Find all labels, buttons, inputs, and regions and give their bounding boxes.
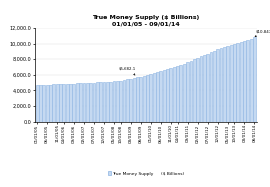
Bar: [96, 82, 99, 122]
Bar: [46, 85, 49, 122]
Bar: [243, 41, 246, 122]
Bar: [89, 83, 92, 122]
Bar: [143, 76, 146, 122]
Bar: [59, 84, 62, 122]
Bar: [133, 78, 136, 122]
Bar: [173, 67, 176, 122]
Bar: [49, 85, 52, 122]
Bar: [116, 81, 119, 122]
Title: True Money Supply ($ Billions)
01/01/05 - 09/01/14: True Money Supply ($ Billions) 01/01/05 …: [92, 15, 200, 26]
Bar: [233, 44, 236, 122]
Bar: [86, 83, 89, 122]
Bar: [103, 82, 105, 122]
Bar: [210, 52, 212, 122]
Bar: [79, 83, 82, 122]
Bar: [206, 54, 209, 122]
Bar: [156, 72, 159, 122]
Bar: [186, 62, 189, 122]
Bar: [93, 83, 95, 122]
Bar: [166, 69, 169, 122]
Bar: [139, 77, 142, 122]
Bar: [170, 68, 172, 122]
Bar: [109, 82, 112, 122]
Bar: [136, 77, 139, 122]
Bar: [76, 83, 79, 122]
Bar: [149, 74, 152, 122]
Bar: [213, 51, 216, 122]
Bar: [200, 56, 202, 122]
Bar: [183, 64, 186, 122]
Bar: [153, 73, 156, 122]
Bar: [39, 85, 42, 122]
Bar: [180, 65, 182, 122]
Bar: [240, 42, 242, 122]
Bar: [203, 55, 206, 122]
Bar: [230, 45, 232, 122]
Text: $5,682.1: $5,682.1: [119, 66, 136, 75]
Bar: [159, 71, 162, 122]
Bar: [83, 83, 85, 122]
Bar: [129, 79, 132, 122]
Bar: [226, 46, 229, 122]
Bar: [126, 79, 129, 122]
Bar: [113, 81, 116, 122]
Text: $10,847: $10,847: [255, 29, 270, 37]
Bar: [66, 84, 69, 122]
Bar: [223, 47, 226, 122]
Bar: [42, 85, 45, 122]
Bar: [176, 66, 179, 122]
Bar: [123, 80, 126, 122]
Bar: [247, 40, 249, 122]
Bar: [250, 39, 252, 122]
Bar: [236, 43, 239, 122]
Bar: [196, 58, 199, 122]
Bar: [119, 81, 122, 122]
Bar: [193, 59, 196, 122]
Bar: [190, 61, 192, 122]
Bar: [220, 48, 222, 122]
Bar: [69, 84, 72, 122]
Bar: [62, 84, 65, 122]
Bar: [56, 84, 59, 122]
Bar: [253, 37, 256, 122]
Bar: [106, 82, 109, 122]
Bar: [99, 82, 102, 122]
Bar: [36, 85, 39, 122]
Bar: [52, 85, 55, 122]
Legend: True Money Supply, ($ Billions): True Money Supply, ($ Billions): [106, 170, 186, 177]
Bar: [163, 70, 166, 122]
Bar: [72, 84, 75, 122]
Bar: [216, 49, 219, 122]
Bar: [146, 75, 149, 122]
